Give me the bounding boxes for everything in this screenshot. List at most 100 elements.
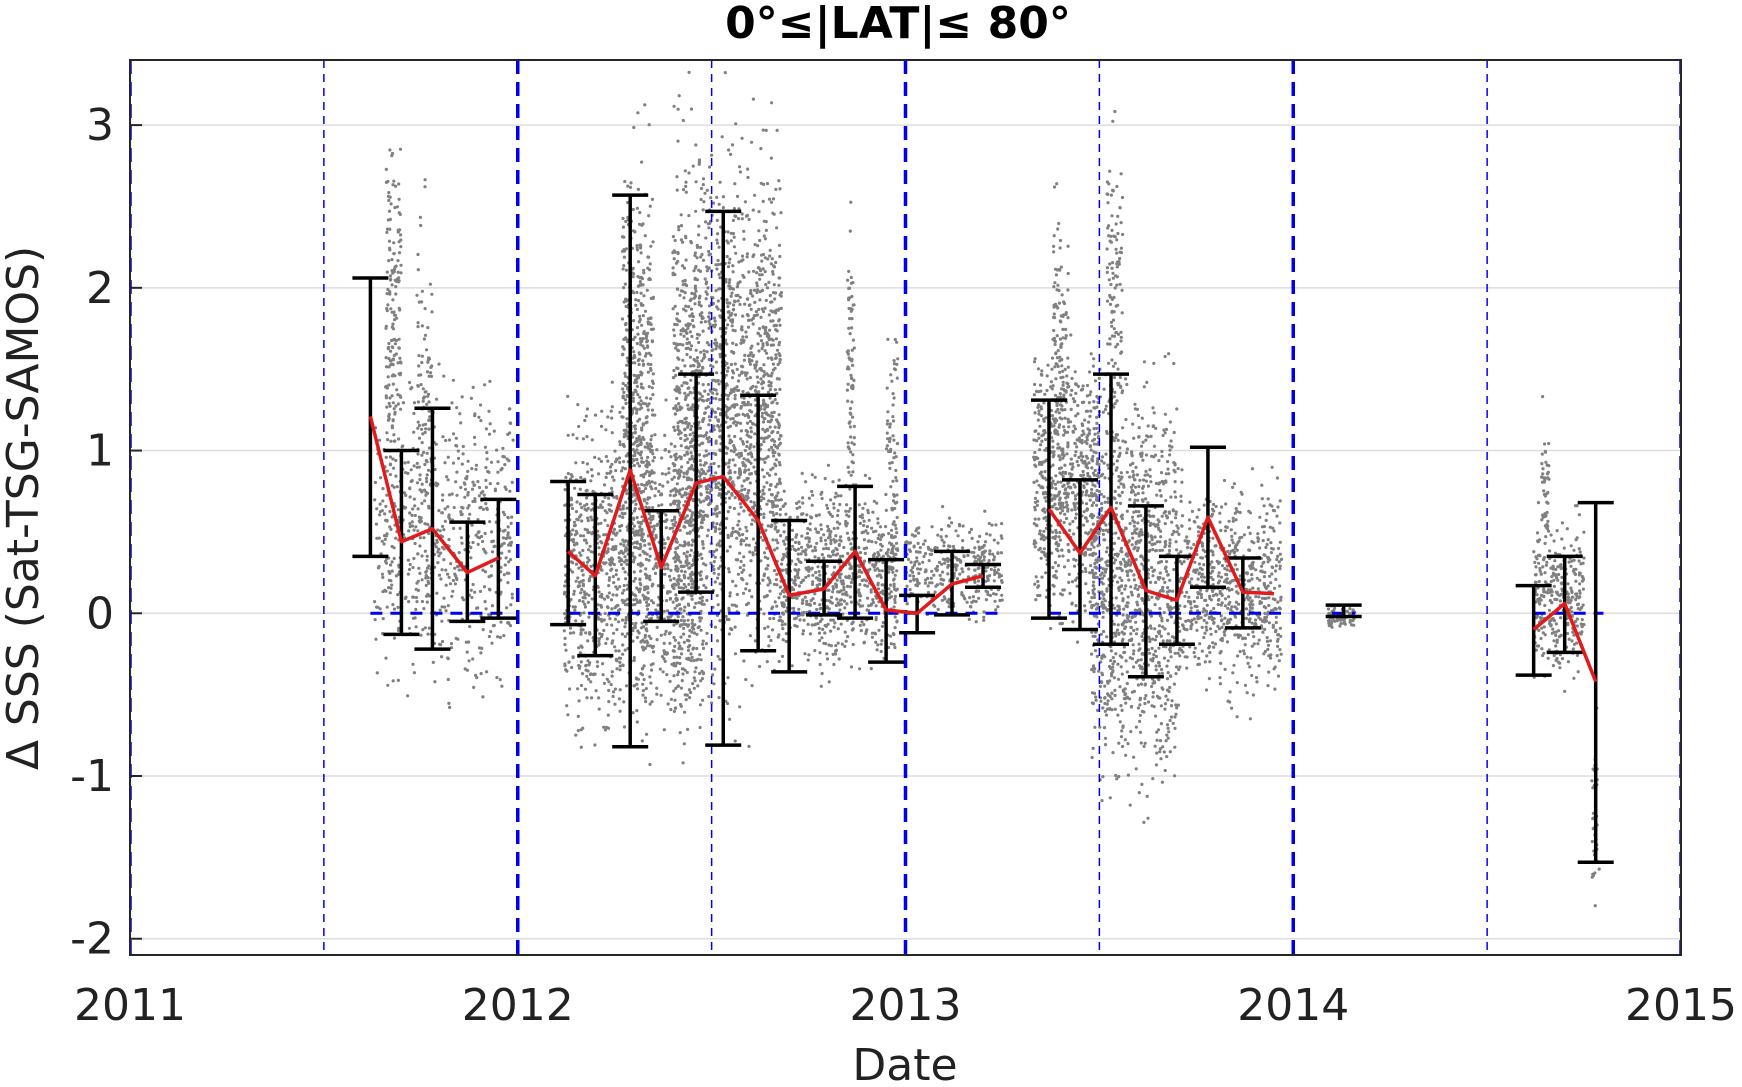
scatter-point [742,563,746,568]
scatter-point [777,437,781,441]
scatter-point [772,582,777,586]
scatter-point [740,484,744,488]
scatter-point [597,546,601,550]
scatter-point [740,488,744,492]
scatter-point [376,566,381,570]
scatter-point [697,340,701,345]
scatter-point [689,364,693,368]
scatter-point [592,672,596,676]
scatter-point [396,508,400,512]
scatter-point [737,388,741,392]
scatter-point [698,725,702,730]
scatter-point [581,726,585,730]
scatter-point [732,444,736,448]
scatter-point [728,591,732,595]
scatter-point [475,676,479,680]
scatter-point [740,371,744,375]
scatter-point [683,291,687,295]
scatter-point [421,423,425,427]
scatter-point [674,346,678,350]
scatter-point [388,274,392,278]
scatter-point [635,206,640,210]
scatter-point [441,493,445,497]
scatter-point [576,687,580,691]
scatter-point [625,363,629,367]
scatter-point [655,692,659,696]
scatter-point [646,591,650,595]
scatter-point [459,510,463,514]
scatter-point [635,635,640,640]
scatter-point [717,481,721,485]
scatter-point [459,513,463,517]
scatter-point [676,425,680,429]
scatter-point [684,180,688,184]
scatter-point [760,468,765,472]
scatter-point [697,420,701,424]
scatter-point [645,644,650,648]
scatter-point [810,503,814,507]
scatter-point [569,597,573,602]
scatter-point [769,309,773,313]
scatter-point [745,255,749,259]
scatter-point [662,546,667,550]
scatter-point [652,524,656,528]
scatter-point [768,384,772,388]
scatter-point [613,449,617,453]
scatter-point [671,583,675,587]
scatter-point [849,580,854,585]
scatter-point [690,582,695,586]
scatter-point [631,356,635,360]
scatter-point [417,566,421,570]
scatter-point [391,363,395,367]
scatter-point [831,652,835,657]
scatter-point [632,350,636,354]
scatter-point [644,622,648,626]
scatter-point [654,608,658,612]
scatter-point [777,352,781,356]
scatter-point [685,555,689,560]
scatter-point [684,184,688,188]
scatter-point [389,527,393,532]
scatter-point [673,523,677,528]
scatter-point [674,593,678,597]
scatter-point [778,387,782,391]
scatter-point [668,526,672,531]
scatter-point [374,637,378,641]
scatter-point [772,569,777,573]
scatter-point [686,446,691,450]
scatter-point [668,615,673,619]
scatter-point [744,543,748,547]
scatter-point [392,353,396,358]
scatter-point [625,394,629,398]
scatter-point [668,679,672,684]
scatter-point [634,598,639,602]
scatter-point [737,471,742,475]
scatter-point [390,426,394,430]
scatter-point [638,507,642,511]
scatter-point [710,153,714,157]
scatter-point [699,552,703,556]
scatter-point [715,238,719,242]
scatter-point [695,356,700,360]
scatter-point [601,561,606,565]
scatter-point [687,171,691,175]
scatter-point [701,329,705,333]
scatter-point [774,538,779,542]
scatter-point [406,572,410,576]
scatter-point [390,484,394,488]
scatter-point [743,403,748,407]
scatter-point [726,323,730,327]
scatter-point [884,508,888,512]
scatter-point [829,644,834,648]
scatter-point [605,637,609,641]
scatter-point [701,510,705,514]
scatter-point [402,491,407,495]
scatter-point [464,640,468,644]
scatter-point [570,506,575,511]
scatter-point [700,398,705,402]
scatter-point [671,307,675,311]
scatter-point [818,603,822,607]
scatter-point [735,385,739,389]
scatter-point [585,502,589,506]
scatter-point [701,177,706,181]
